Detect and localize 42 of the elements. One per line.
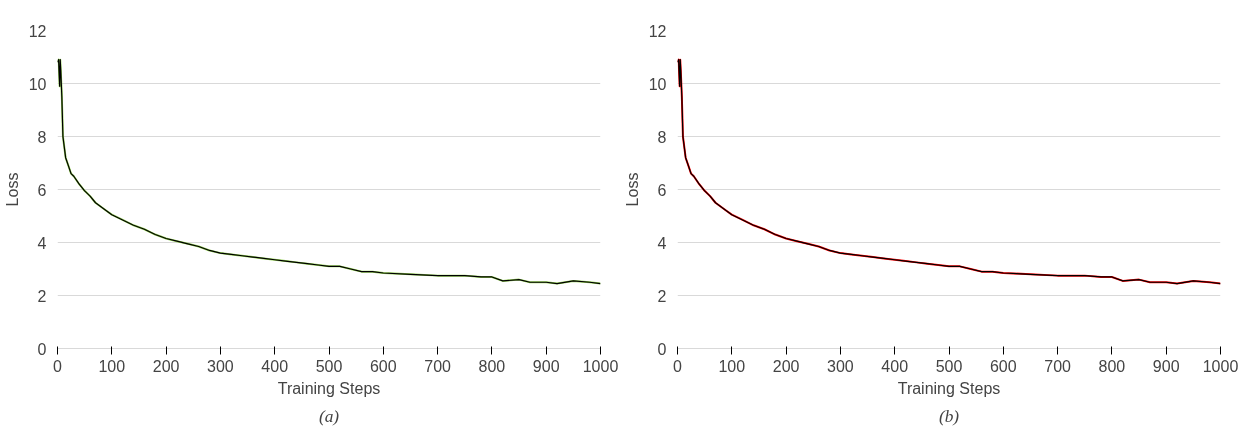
x-tick-label: 500 [315, 357, 343, 375]
y-tick-label: 10 [28, 75, 47, 93]
y-tick-label: 2 [37, 287, 47, 305]
x-tick-label: 100 [718, 357, 746, 375]
y-tick-label: 6 [657, 181, 667, 199]
x-tick-label: 100 [98, 357, 126, 375]
text: (b) [938, 406, 960, 426]
y-tick-label: 2 [657, 287, 667, 305]
y-tick-label: 0 [657, 340, 667, 358]
x-axis-title: Training Steps [897, 379, 1001, 397]
x-tick-label: 400 [881, 357, 909, 375]
x-tick-label: 700 [1044, 357, 1072, 375]
x-tick-label: 1000 [1202, 357, 1239, 375]
y-tick-label: 8 [657, 128, 667, 146]
text: (a) [318, 406, 340, 426]
y-tick-label: 12 [648, 22, 667, 40]
x-axis-title: Training Steps [277, 379, 381, 397]
y-axis-title: Loss [3, 172, 21, 207]
y-tick-label: 12 [28, 22, 47, 40]
x-tick-label: 500 [935, 357, 963, 375]
y-tick-label: 8 [37, 128, 47, 146]
x-tick-label: 700 [424, 357, 452, 375]
x-tick-label: 300 [827, 357, 854, 375]
x-tick-label: 300 [207, 357, 234, 375]
x-tick-label: 1000 [582, 357, 619, 375]
y-tick-label: 10 [648, 75, 667, 93]
x-tick-label: 200 [772, 357, 800, 375]
x-tick-label: 900 [532, 357, 560, 375]
x-tick-label: 800 [1098, 357, 1126, 375]
y-tick-label: 6 [37, 181, 47, 199]
y-tick-label: 4 [657, 234, 667, 252]
x-tick-label: 0 [673, 357, 683, 375]
y-tick-label: 0 [37, 340, 47, 358]
y-tick-label: 4 [37, 234, 47, 252]
x-tick-label: 600 [989, 357, 1017, 375]
x-tick-label: 400 [261, 357, 289, 375]
x-tick-label: 200 [152, 357, 180, 375]
x-tick-label: 900 [1152, 357, 1180, 375]
x-tick-label: 600 [369, 357, 397, 375]
x-tick-label: 800 [478, 357, 506, 375]
x-tick-label: 0 [53, 357, 63, 375]
y-axis-title: Loss [623, 172, 641, 207]
